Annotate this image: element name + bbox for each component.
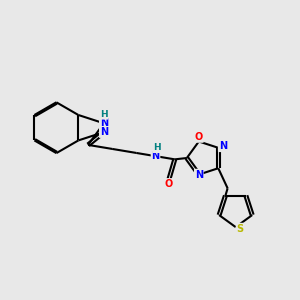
Text: S: S: [236, 224, 244, 234]
Text: O: O: [195, 132, 203, 142]
Text: N: N: [195, 169, 203, 180]
Text: N: N: [100, 127, 108, 137]
Text: N: N: [219, 141, 227, 151]
Text: N: N: [100, 118, 108, 128]
Text: H: H: [153, 143, 161, 152]
Text: H: H: [100, 110, 108, 119]
Text: N: N: [152, 151, 160, 161]
Text: O: O: [165, 179, 173, 189]
